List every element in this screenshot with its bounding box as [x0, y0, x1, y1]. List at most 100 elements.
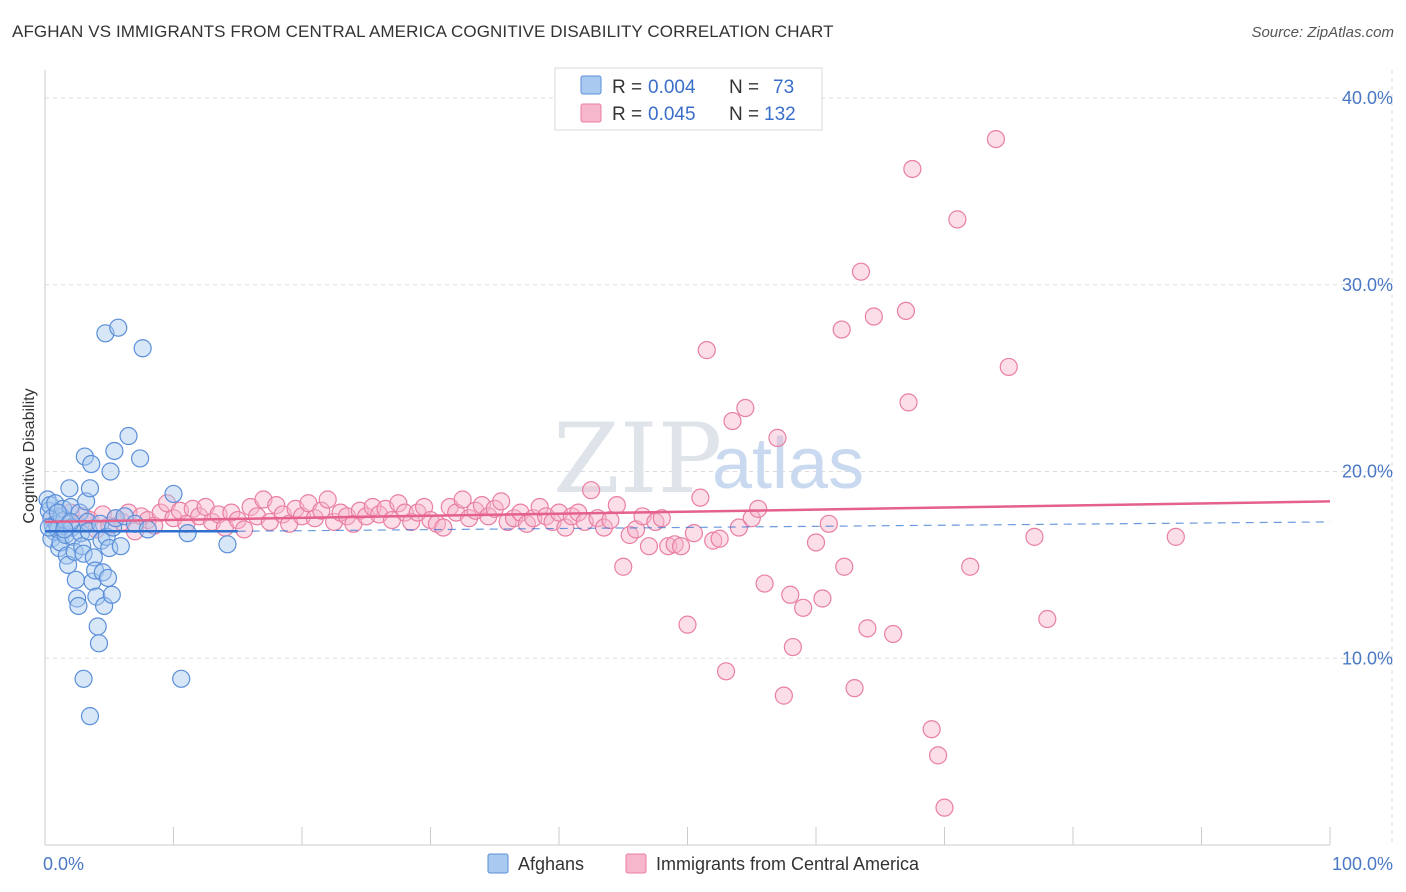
data-point-afghans	[100, 538, 119, 558]
x-tick-label-min: 0.0%	[43, 854, 84, 874]
data-point-afghans	[84, 548, 103, 567]
data-point-central-america	[614, 557, 633, 576]
data-point-central-america	[1025, 527, 1044, 546]
y-tick-labels: 10.0% 20.0% 30.0% 40.0%	[1342, 88, 1393, 668]
data-point-afghans	[178, 524, 197, 543]
data-point-central-america	[835, 557, 854, 576]
legend-box: R = 0.004 N = 73 R = 0.045 N = 132	[554, 67, 823, 131]
data-point-afghans	[80, 707, 100, 726]
data-point-central-america	[999, 357, 1018, 377]
y-tick-label: 20.0%	[1342, 462, 1393, 482]
data-point-afghans	[82, 454, 101, 474]
data-point-afghans	[69, 596, 88, 616]
data-point-central-america	[896, 301, 916, 321]
data-point-central-america	[723, 411, 742, 431]
data-point-central-america	[1166, 527, 1185, 546]
data-point-central-america	[813, 589, 832, 608]
data-point-central-america	[858, 619, 877, 638]
data-point-afghans	[75, 447, 94, 466]
data-point-afghans	[133, 339, 152, 358]
trend-lines	[44, 500, 1331, 533]
data-point-central-america	[697, 341, 716, 360]
bottom-legend: Afghans Immigrants from Central America	[487, 853, 920, 874]
data-point-central-america	[671, 537, 691, 556]
data-point-afghans	[89, 634, 109, 653]
data-point-central-america	[389, 494, 408, 513]
data-point-central-america	[704, 531, 723, 550]
data-point-central-america	[607, 496, 626, 515]
data-point-afghans	[80, 479, 100, 498]
gridlines	[45, 70, 1393, 845]
bottom-legend-swatch-afghans	[487, 853, 509, 874]
data-point-afghans	[87, 587, 106, 606]
y-axis-label: Cognitive Disability	[21, 388, 38, 523]
data-point-central-america	[684, 524, 704, 543]
data-point-central-america	[774, 686, 793, 705]
bottom-legend-label-afghans: Afghans	[518, 854, 584, 874]
data-point-afghans	[172, 669, 191, 688]
legend-n-value-central-america: 132	[764, 104, 796, 125]
data-point-central-america	[736, 398, 755, 418]
data-point-central-america	[582, 481, 601, 500]
trend-line-afghans-extension	[237, 521, 1331, 532]
data-point-afghans	[88, 617, 107, 636]
data-point-afghans	[66, 570, 85, 589]
series-central-america-points	[42, 129, 1185, 817]
legend-r-label-afghans: R =	[612, 77, 642, 98]
data-point-central-america	[665, 535, 684, 554]
chart-title: AFGHAN VS IMMIGRANTS FROM CENTRAL AMERIC…	[12, 22, 834, 41]
data-point-afghans	[101, 462, 120, 481]
data-point-central-america	[961, 557, 980, 576]
data-point-afghans	[119, 426, 138, 446]
watermark-zip: ZIP	[553, 403, 722, 515]
axes	[44, 70, 1331, 846]
data-point-afghans	[164, 484, 183, 504]
data-point-central-america	[948, 210, 967, 229]
data-point-afghans	[55, 520, 74, 539]
data-point-central-america	[749, 499, 768, 518]
data-point-afghans	[98, 568, 118, 588]
data-point-central-america	[883, 624, 903, 644]
legend-swatch-afghans	[580, 75, 602, 95]
legend-n-label-central-america: N =	[729, 104, 759, 125]
data-point-afghans	[109, 318, 128, 337]
legend-r-value-central-america: 0.045	[648, 104, 696, 125]
data-point-central-america	[453, 490, 472, 509]
data-point-central-america	[222, 503, 241, 522]
data-point-central-america	[235, 520, 254, 539]
data-point-central-america	[755, 574, 774, 593]
legend-n-label-afghans: N =	[729, 77, 759, 98]
source-credit: Source: ZipAtlas.com	[1251, 24, 1394, 41]
data-point-central-america	[781, 585, 800, 604]
data-point-afghans	[218, 535, 237, 554]
data-point-afghans	[111, 537, 130, 556]
data-point-central-america	[556, 518, 575, 537]
data-point-central-america	[678, 615, 697, 634]
data-point-afghans	[105, 441, 124, 461]
data-point-central-america	[318, 490, 337, 509]
data-point-central-america	[864, 307, 883, 326]
data-point-central-america	[935, 798, 954, 817]
data-point-central-america	[899, 393, 918, 412]
data-point-afghans	[74, 669, 93, 688]
x-tick-labels: 0.0% 100.0%	[43, 854, 1393, 874]
x-tick-label-max: 100.0%	[1332, 854, 1393, 874]
watermark: ZIP atlas	[553, 403, 864, 515]
data-point-central-america	[794, 598, 813, 617]
bottom-legend-label-central-america: Immigrants from Central America	[656, 854, 920, 874]
data-point-central-america	[710, 529, 729, 548]
y-tick-label: 10.0%	[1342, 648, 1393, 668]
watermark-atlas: atlas	[712, 424, 864, 504]
data-point-afghans	[83, 572, 102, 591]
data-point-central-america	[659, 537, 678, 556]
data-point-central-america	[716, 662, 736, 681]
data-point-central-america	[986, 129, 1006, 149]
legend-swatch-central-america	[580, 103, 602, 123]
data-point-central-america	[594, 518, 614, 537]
data-point-central-america	[402, 512, 421, 532]
data-point-afghans	[106, 509, 125, 528]
data-point-central-america	[691, 488, 710, 507]
data-point-afghans	[138, 520, 157, 539]
data-point-afghans	[68, 589, 87, 608]
